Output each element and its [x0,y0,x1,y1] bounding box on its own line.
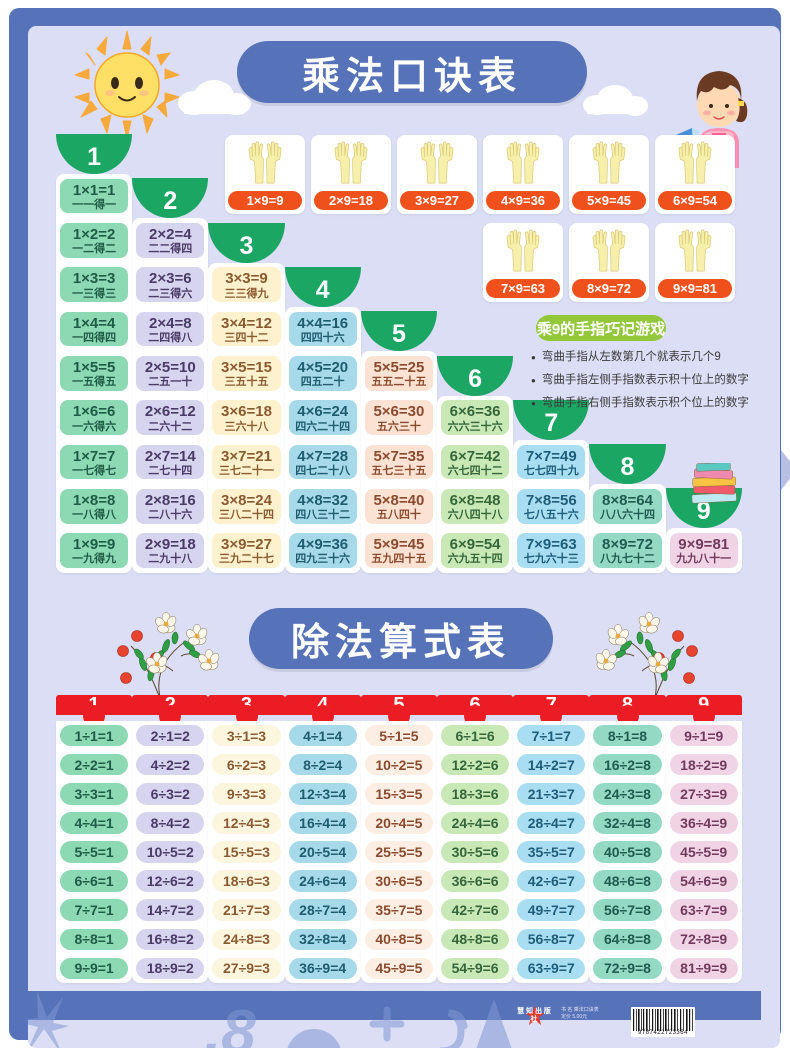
svg-text:.8: .8 [204,998,256,1056]
